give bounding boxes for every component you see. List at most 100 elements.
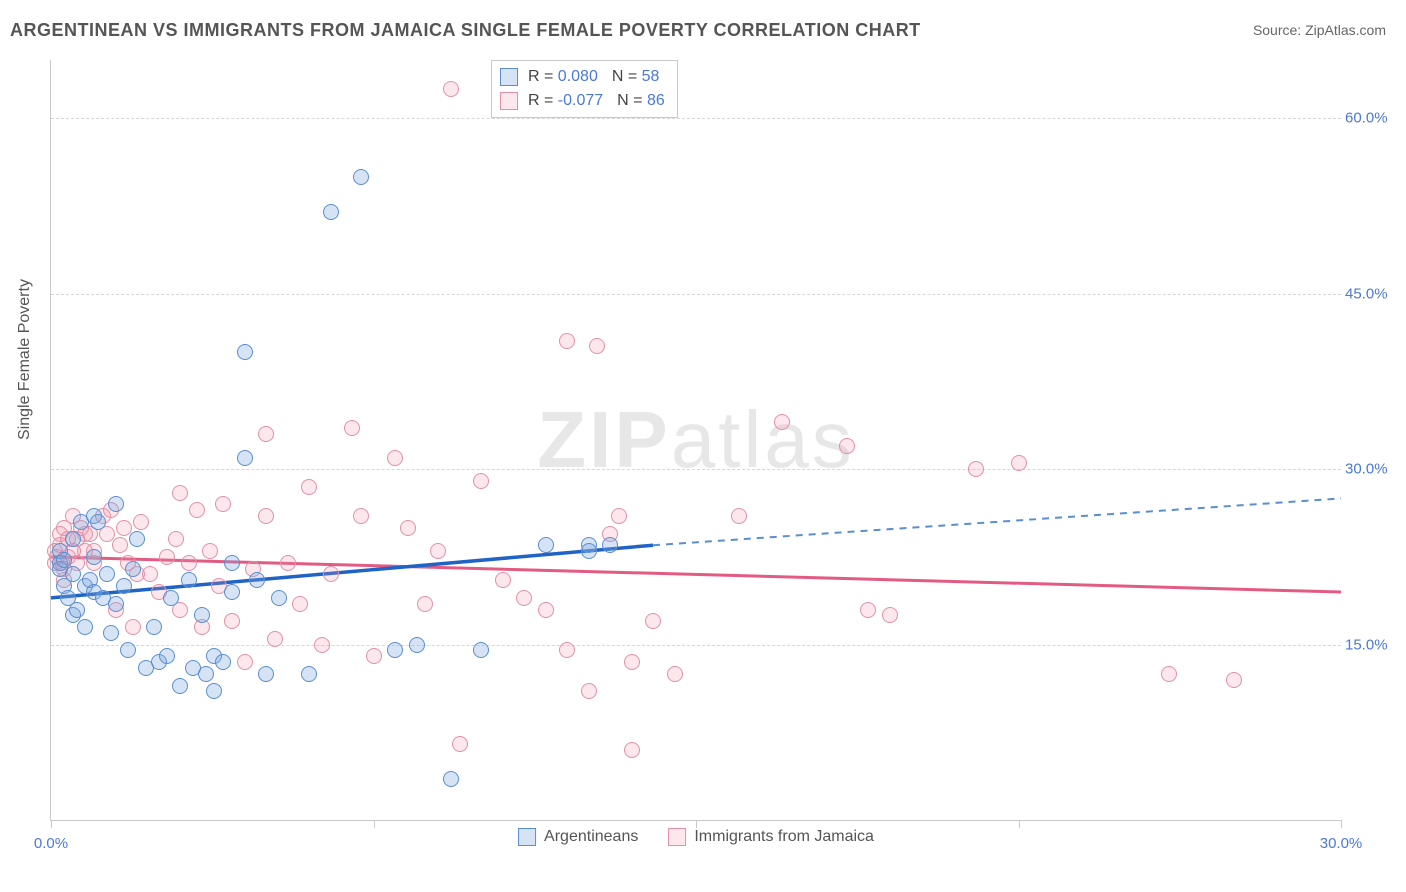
data-point	[224, 584, 240, 600]
gridline	[51, 469, 1341, 470]
data-point	[103, 625, 119, 641]
data-point	[172, 485, 188, 501]
data-point	[77, 619, 93, 635]
x-tick	[696, 820, 697, 828]
data-point	[417, 596, 433, 612]
data-point	[559, 333, 575, 349]
data-point	[301, 479, 317, 495]
data-point	[387, 642, 403, 658]
data-point	[224, 613, 240, 629]
data-point	[86, 549, 102, 565]
data-point	[301, 666, 317, 682]
y-tick-label: 30.0%	[1345, 461, 1399, 478]
gridline	[51, 118, 1341, 119]
data-point	[215, 496, 231, 512]
stats-legend: R = 0.080N = 58 R = -0.077N = 86	[491, 60, 678, 118]
data-point	[206, 683, 222, 699]
data-point	[163, 590, 179, 606]
data-point	[430, 543, 446, 559]
data-point	[1011, 455, 1027, 471]
bottom-legend: Argentineans Immigrants from Jamaica	[518, 828, 874, 846]
swatch-icon	[668, 828, 686, 846]
data-point	[271, 590, 287, 606]
data-point	[116, 578, 132, 594]
data-point	[125, 561, 141, 577]
data-point	[366, 648, 382, 664]
data-point	[181, 555, 197, 571]
data-point	[323, 566, 339, 582]
data-point	[387, 450, 403, 466]
data-point	[443, 771, 459, 787]
data-point	[860, 602, 876, 618]
data-point	[108, 596, 124, 612]
data-point	[125, 619, 141, 635]
chart-source: Source: ZipAtlas.com	[1253, 22, 1386, 38]
data-point	[120, 642, 136, 658]
data-point	[495, 572, 511, 588]
data-point	[667, 666, 683, 682]
data-point	[159, 648, 175, 664]
data-point	[65, 531, 81, 547]
legend-item: Argentineans	[518, 828, 638, 846]
data-point	[198, 666, 214, 682]
data-point	[581, 683, 597, 699]
data-point	[473, 642, 489, 658]
data-point	[258, 666, 274, 682]
data-point	[589, 338, 605, 354]
x-tick-label: 30.0%	[1320, 835, 1363, 852]
data-point	[443, 81, 459, 97]
data-point	[69, 602, 85, 618]
data-point	[181, 572, 197, 588]
data-point	[146, 619, 162, 635]
x-tick	[374, 820, 375, 828]
plot-area: ZIPatlas R = 0.080N = 58 R = -0.077N = 8…	[50, 60, 1341, 821]
legend-label: Immigrants from Jamaica	[694, 828, 874, 846]
data-point	[267, 631, 283, 647]
data-point	[538, 537, 554, 553]
data-point	[1226, 672, 1242, 688]
data-point	[142, 566, 158, 582]
swatch-icon	[500, 68, 518, 86]
data-point	[189, 502, 205, 518]
trend-lines	[51, 60, 1341, 820]
data-point	[581, 543, 597, 559]
data-point	[516, 590, 532, 606]
gridline	[51, 294, 1341, 295]
data-point	[624, 654, 640, 670]
data-point	[159, 549, 175, 565]
data-point	[344, 420, 360, 436]
data-point	[168, 531, 184, 547]
data-point	[353, 169, 369, 185]
x-tick	[1341, 820, 1342, 828]
data-point	[249, 572, 265, 588]
data-point	[409, 637, 425, 653]
data-point	[839, 438, 855, 454]
data-point	[1161, 666, 1177, 682]
data-point	[882, 607, 898, 623]
data-point	[611, 508, 627, 524]
data-point	[323, 204, 339, 220]
y-tick-label: 60.0%	[1345, 110, 1399, 127]
data-point	[116, 520, 132, 536]
data-point	[108, 496, 124, 512]
data-point	[172, 678, 188, 694]
y-axis-title: Single Female Poverty	[16, 279, 34, 440]
swatch-icon	[500, 92, 518, 110]
legend-item: Immigrants from Jamaica	[668, 828, 874, 846]
data-point	[624, 742, 640, 758]
data-point	[194, 607, 210, 623]
data-point	[473, 473, 489, 489]
y-tick-label: 15.0%	[1345, 636, 1399, 653]
data-point	[258, 508, 274, 524]
data-point	[65, 566, 81, 582]
data-point	[731, 508, 747, 524]
data-point	[292, 596, 308, 612]
data-point	[452, 736, 468, 752]
chart-title: ARGENTINEAN VS IMMIGRANTS FROM JAMAICA S…	[10, 20, 921, 41]
data-point	[133, 514, 149, 530]
data-point	[559, 642, 575, 658]
data-point	[645, 613, 661, 629]
legend-label: Argentineans	[544, 828, 638, 846]
stats-row: R = 0.080N = 58	[500, 65, 665, 89]
data-point	[314, 637, 330, 653]
